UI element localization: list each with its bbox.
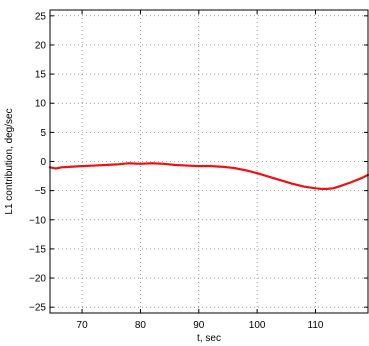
y-tick-label: 15 xyxy=(35,70,47,81)
x-tick-label: 110 xyxy=(308,320,324,331)
y-tick-label: −25 xyxy=(29,303,46,314)
y-tick-label: 0 xyxy=(40,157,46,168)
y-axis-label: L1 contribution, deg/sec xyxy=(4,108,15,214)
x-tick-label: 70 xyxy=(77,320,89,331)
axis-ticks: 70 80 90 100 110 −25 −20 −15 −10 −5 0 5 10 15 20 25 xyxy=(29,10,368,331)
y-tick-label: −5 xyxy=(35,186,47,197)
y-tick-label: −20 xyxy=(29,274,46,285)
y-tick-label: 25 xyxy=(35,11,47,22)
y-tick-label: 5 xyxy=(40,128,46,139)
y-tick-label: 20 xyxy=(35,40,47,51)
series-line xyxy=(48,162,369,190)
y-tick-label: −15 xyxy=(29,244,46,255)
x-axis-label: t, sec xyxy=(197,333,221,344)
y-tick-label: 10 xyxy=(35,99,47,110)
y-tick-label: −10 xyxy=(29,215,46,226)
x-tick-label: 80 xyxy=(135,320,147,331)
x-tick-label: 100 xyxy=(249,320,266,331)
x-tick-label: 90 xyxy=(193,320,205,331)
series-lines xyxy=(48,162,369,190)
grid-lines xyxy=(50,10,368,313)
